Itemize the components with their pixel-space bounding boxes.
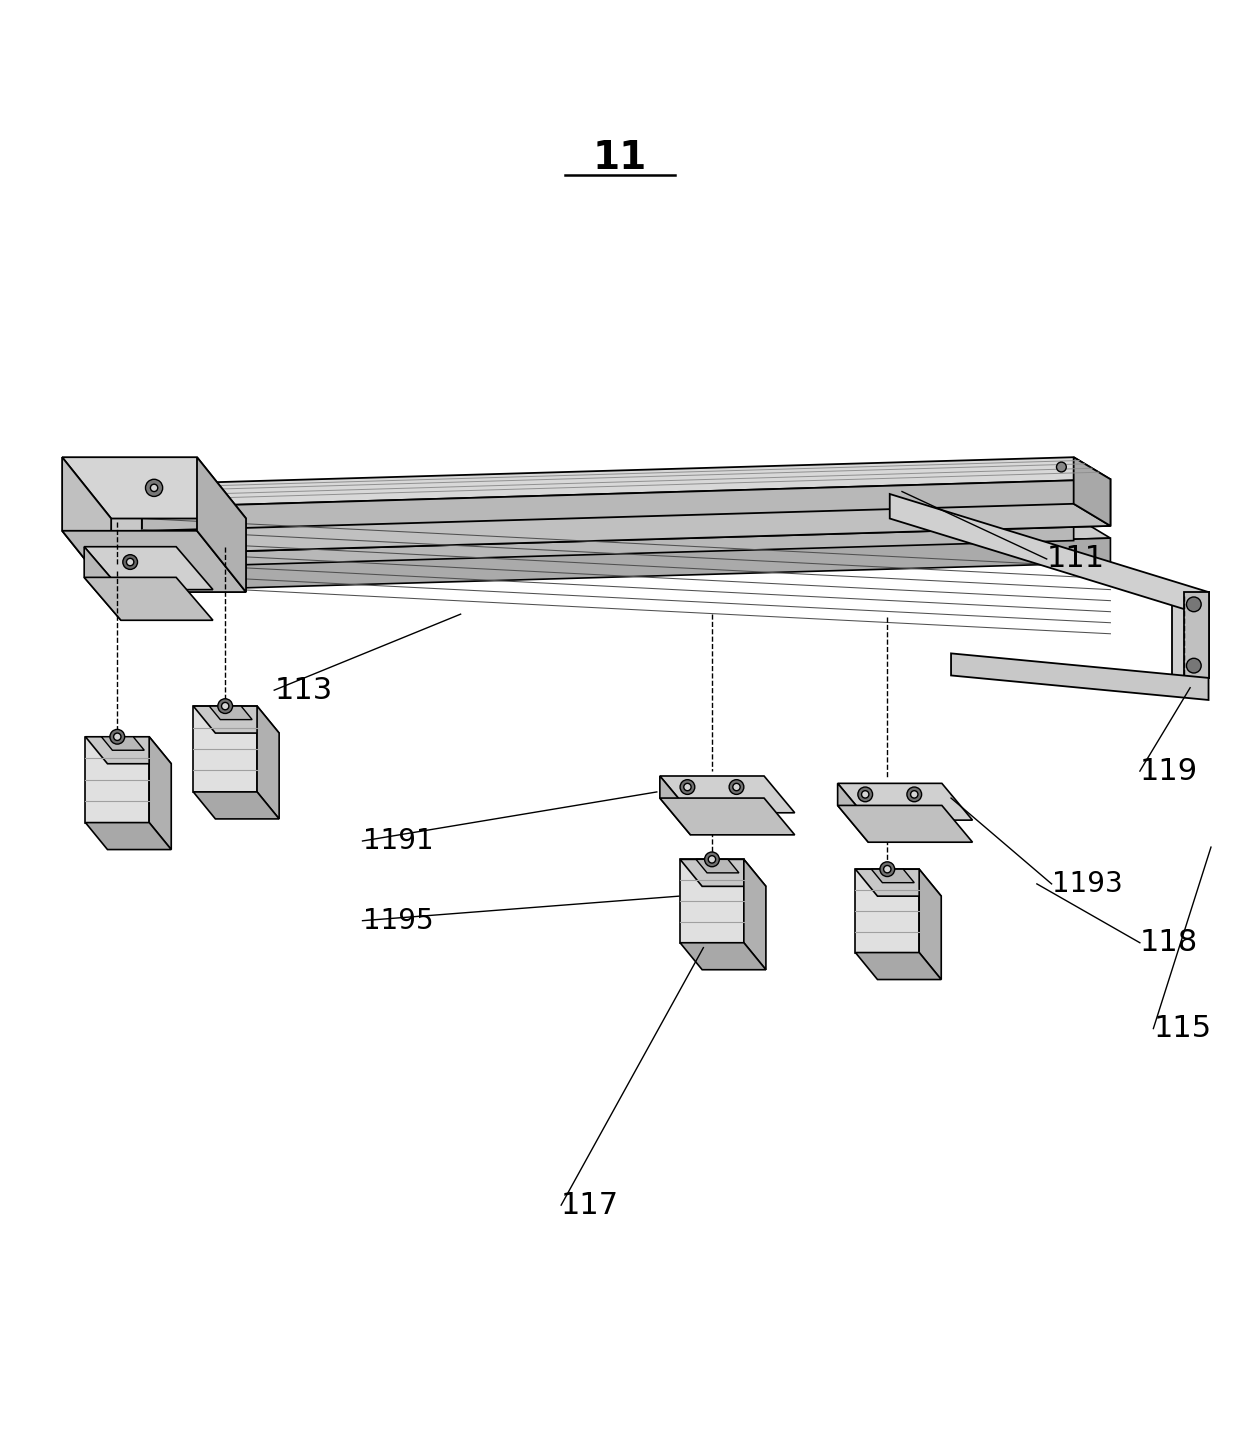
Circle shape	[145, 480, 162, 497]
Circle shape	[136, 487, 146, 497]
Circle shape	[729, 780, 744, 794]
Circle shape	[114, 733, 122, 740]
Text: 1195: 1195	[362, 907, 433, 935]
Circle shape	[222, 703, 229, 710]
Circle shape	[123, 555, 138, 569]
Polygon shape	[660, 777, 691, 835]
Polygon shape	[105, 485, 141, 554]
Polygon shape	[141, 480, 1111, 554]
Polygon shape	[84, 546, 122, 620]
Polygon shape	[1184, 593, 1209, 678]
Polygon shape	[105, 516, 1111, 567]
Circle shape	[862, 791, 869, 798]
Polygon shape	[660, 798, 795, 835]
Text: 1191: 1191	[362, 827, 433, 855]
Polygon shape	[86, 823, 171, 849]
Polygon shape	[86, 736, 171, 764]
Circle shape	[708, 856, 715, 864]
Circle shape	[906, 787, 921, 801]
Circle shape	[126, 558, 134, 565]
Polygon shape	[680, 859, 766, 887]
Polygon shape	[856, 869, 919, 952]
Polygon shape	[856, 869, 941, 895]
Polygon shape	[193, 793, 279, 819]
Text: 113: 113	[274, 675, 332, 704]
Text: 111: 111	[1047, 545, 1105, 574]
Circle shape	[880, 862, 894, 877]
Polygon shape	[696, 859, 739, 872]
Polygon shape	[102, 736, 144, 751]
Polygon shape	[838, 784, 868, 842]
Polygon shape	[744, 859, 766, 969]
Polygon shape	[838, 806, 972, 842]
Circle shape	[1056, 462, 1066, 472]
Polygon shape	[62, 530, 246, 593]
Polygon shape	[193, 706, 279, 733]
Circle shape	[733, 784, 740, 791]
Polygon shape	[105, 458, 1111, 507]
Polygon shape	[856, 952, 941, 980]
Polygon shape	[210, 706, 252, 720]
Text: 119: 119	[1140, 756, 1198, 785]
Polygon shape	[105, 516, 1074, 569]
Polygon shape	[660, 777, 795, 813]
Polygon shape	[919, 869, 941, 980]
Polygon shape	[951, 653, 1209, 700]
Text: 11: 11	[593, 139, 647, 177]
Polygon shape	[890, 494, 1209, 617]
Circle shape	[910, 791, 918, 798]
Polygon shape	[1074, 458, 1111, 526]
Circle shape	[110, 729, 125, 745]
Circle shape	[680, 780, 694, 794]
Circle shape	[218, 698, 233, 713]
Text: 1193: 1193	[1052, 869, 1122, 898]
Polygon shape	[105, 504, 1111, 554]
Text: 115: 115	[1153, 1014, 1211, 1043]
Polygon shape	[62, 458, 246, 519]
Polygon shape	[62, 458, 112, 593]
Polygon shape	[141, 538, 1111, 591]
Circle shape	[884, 865, 892, 872]
Polygon shape	[84, 546, 213, 590]
Polygon shape	[872, 869, 914, 882]
Polygon shape	[193, 706, 257, 793]
Circle shape	[858, 787, 873, 801]
Circle shape	[683, 784, 691, 791]
Circle shape	[704, 852, 719, 867]
Circle shape	[1187, 597, 1202, 611]
Circle shape	[150, 484, 157, 491]
Polygon shape	[86, 736, 149, 823]
Text: 117: 117	[562, 1191, 619, 1220]
Polygon shape	[257, 706, 279, 819]
Text: 118: 118	[1140, 929, 1198, 958]
Polygon shape	[838, 784, 972, 820]
Polygon shape	[149, 736, 171, 849]
Circle shape	[1187, 658, 1202, 672]
Polygon shape	[197, 458, 246, 593]
Polygon shape	[680, 943, 766, 969]
Polygon shape	[84, 577, 213, 620]
Polygon shape	[1172, 593, 1209, 678]
Polygon shape	[680, 859, 744, 943]
